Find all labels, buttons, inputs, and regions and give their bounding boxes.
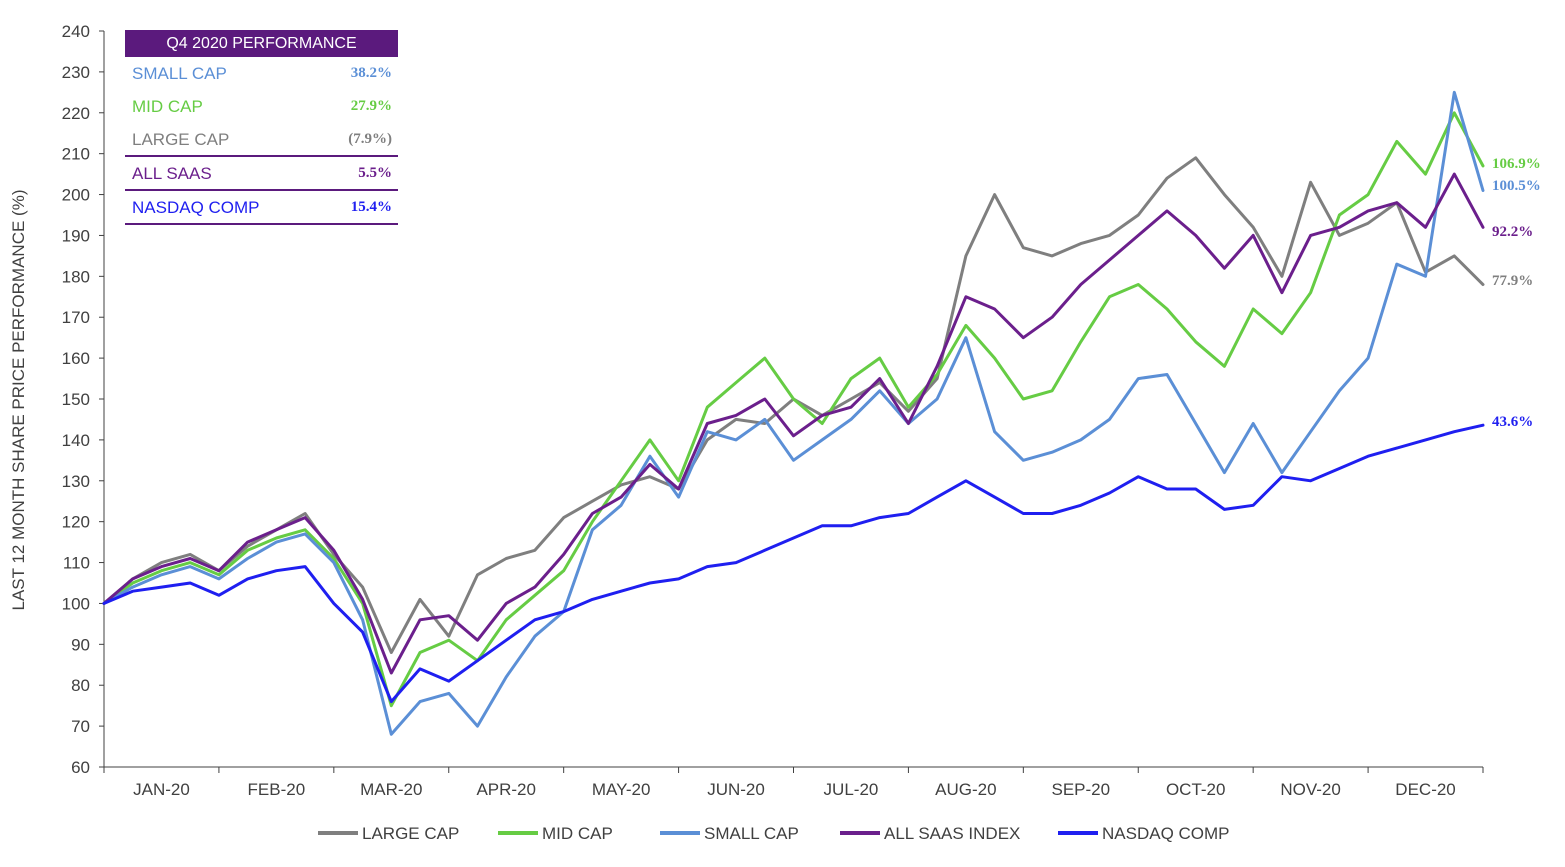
table-row: MID CAP 27.9% bbox=[125, 90, 398, 123]
row-label: SMALL CAP bbox=[132, 64, 227, 83]
y-tick-label: 160 bbox=[62, 349, 90, 368]
y-tick-label: 220 bbox=[62, 104, 90, 123]
y-tick-label: 70 bbox=[71, 717, 90, 736]
x-tick-label: OCT-20 bbox=[1166, 780, 1226, 799]
y-tick-label: 180 bbox=[62, 267, 90, 286]
row-value: 27.9% bbox=[350, 98, 392, 114]
x-tick-label: NOV-20 bbox=[1280, 780, 1340, 799]
y-tick-label: 140 bbox=[62, 431, 90, 450]
y-tick-label: 80 bbox=[71, 676, 90, 695]
y-tick-label: 210 bbox=[62, 145, 90, 164]
end-label-large-cap: 77.9% bbox=[1492, 273, 1533, 289]
row-value: 38.2% bbox=[350, 65, 392, 81]
y-tick-label: 120 bbox=[62, 513, 90, 532]
row-label: MID CAP bbox=[132, 97, 203, 116]
x-tick-label: APR-20 bbox=[476, 780, 536, 799]
table-row: NASDAQ COMP 15.4% bbox=[125, 191, 398, 225]
x-tick-label: JUL-20 bbox=[824, 780, 879, 799]
y-tick-label: 190 bbox=[62, 226, 90, 245]
legend-label: NASDAQ COMP bbox=[1102, 824, 1230, 843]
y-tick-label: 100 bbox=[62, 594, 90, 613]
y-tick-label: 60 bbox=[71, 758, 90, 777]
performance-table: Q4 2020 PERFORMANCE SMALL CAP 38.2% MID … bbox=[125, 30, 398, 225]
legend: LARGE CAP MID CAP SMALL CAP ALL SAAS INDEX N… bbox=[318, 824, 1230, 843]
row-label: NASDAQ COMP bbox=[132, 198, 260, 217]
row-label: LARGE CAP bbox=[132, 130, 230, 149]
x-tick-label: AUG-20 bbox=[935, 780, 996, 799]
y-tick-label: 200 bbox=[62, 186, 90, 205]
legend-label: LARGE CAP bbox=[362, 824, 459, 843]
y-axis: 60 70 80 90 100 110 120 130 140 150 160 170 180 190 20… bbox=[62, 22, 105, 777]
series-line-all-saas-index bbox=[102, 172, 1485, 675]
y-tick-label: 240 bbox=[62, 22, 90, 41]
table-row: ALL SAAS 5.5% bbox=[125, 157, 398, 191]
row-label: ALL SAAS bbox=[132, 164, 212, 183]
performance-table-header: Q4 2020 PERFORMANCE bbox=[125, 30, 398, 57]
series-lines bbox=[102, 90, 1485, 736]
series-line-mid-cap bbox=[102, 111, 1485, 708]
legend-label: ALL SAAS INDEX bbox=[884, 824, 1020, 843]
y-tick-label: 150 bbox=[62, 390, 90, 409]
end-label-nasdaq-comp: 43.6% bbox=[1492, 414, 1533, 430]
x-tick-label: FEB-20 bbox=[248, 780, 306, 799]
y-tick-label: 130 bbox=[62, 472, 90, 491]
end-label-all-saas-index: 92.2% bbox=[1492, 224, 1533, 240]
legend-label: MID CAP bbox=[542, 824, 613, 843]
x-tick-label: MAR-20 bbox=[360, 780, 422, 799]
series-line-large-cap bbox=[102, 156, 1485, 654]
series-line-small-cap bbox=[102, 90, 1485, 736]
x-tick-label: SEP-20 bbox=[1051, 780, 1110, 799]
legend-label: SMALL CAP bbox=[704, 824, 799, 843]
y-tick-label: 230 bbox=[62, 63, 90, 82]
y-axis-title: LAST 12 MONTH SHARE PRICE PERFORMANCE (%… bbox=[9, 190, 28, 611]
end-labels: 77.9% 106.9% 100.5% 92.2% 43.6% bbox=[1492, 156, 1541, 430]
x-tick-label: DEC-20 bbox=[1395, 780, 1455, 799]
end-label-mid-cap: 106.9% bbox=[1492, 156, 1541, 172]
end-label-small-cap: 100.5% bbox=[1492, 178, 1541, 194]
y-tick-label: 110 bbox=[63, 554, 90, 573]
table-row: SMALL CAP 38.2% bbox=[125, 57, 398, 90]
y-tick-label: 170 bbox=[62, 308, 90, 327]
row-value: 5.5% bbox=[358, 165, 392, 181]
x-tick-label: JAN-20 bbox=[133, 780, 190, 799]
x-tick-label: MAY-20 bbox=[592, 780, 651, 799]
table-row: LARGE CAP (7.9%) bbox=[125, 123, 398, 157]
row-value: (7.9%) bbox=[348, 131, 392, 147]
y-tick-label: 90 bbox=[71, 635, 90, 654]
row-value: 15.4% bbox=[350, 199, 392, 215]
x-tick-label: JUN-20 bbox=[707, 780, 765, 799]
x-axis: JAN-20 FEB-20 MAR-20 APR-20 MAY-20 JUN-20 JUL-… bbox=[103, 766, 1484, 799]
series-line-nasdaq-comp bbox=[102, 423, 1485, 704]
